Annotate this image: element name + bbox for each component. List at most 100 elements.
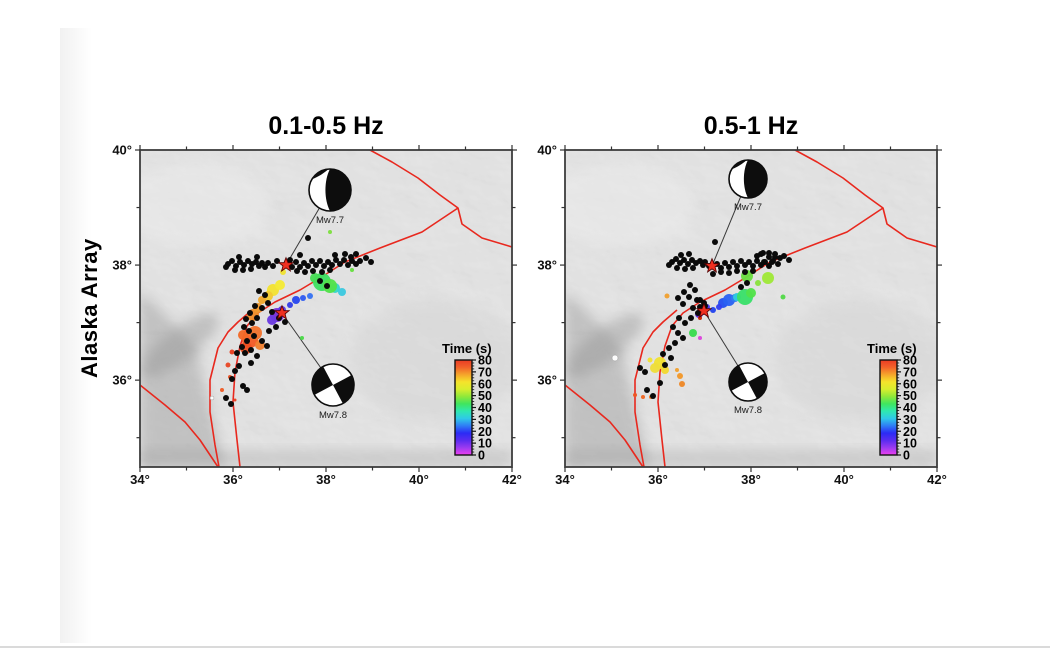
radiator-dot (689, 329, 697, 337)
aftershock-dot (259, 338, 265, 344)
aftershock-dot (363, 255, 369, 261)
aftershock-dot (746, 259, 752, 265)
aftershock-dot (686, 251, 692, 257)
aftershock-dot (264, 343, 270, 349)
x-tick-label: 36° (223, 472, 243, 487)
epicenter-star (277, 256, 295, 272)
y-tick-label: 38° (537, 258, 557, 273)
radiator-dot (292, 296, 300, 304)
radiator-dot (716, 304, 722, 310)
radiator-dot (675, 368, 679, 372)
array-row-label: Alaska Array (77, 238, 102, 379)
aftershock-dot (332, 252, 338, 258)
aftershock-dot (229, 376, 235, 382)
aftershock-dot (289, 264, 295, 270)
aftershock-dot (694, 297, 700, 303)
beachball-quadrant (312, 366, 333, 395)
radiator-dot (307, 293, 313, 299)
radiator-dot (338, 288, 346, 296)
aftershock-dot (265, 300, 271, 306)
aftershock-dot (742, 269, 748, 275)
aftershock-dot (681, 257, 687, 263)
aftershock-dot (690, 305, 696, 311)
aftershock-dot (256, 288, 262, 294)
aftershock-dot (650, 393, 656, 399)
aftershock-dots (223, 235, 374, 407)
aftershock-dot (660, 351, 666, 357)
colorbar-tick-label: 30 (478, 413, 492, 427)
radiator-dot (641, 395, 645, 399)
radiator-dot (679, 381, 685, 387)
aftershock-dot (368, 259, 374, 265)
panel-title-low-freq: 0.1-0.5 Hz (268, 112, 384, 140)
aftershock-dot (750, 263, 756, 269)
colorbar-tick-label: 50 (478, 389, 492, 403)
aftershock-dot (657, 380, 663, 386)
aftershock-dot (722, 260, 728, 266)
radiator-dot (661, 366, 669, 374)
fault-line (565, 384, 644, 467)
aftershock-dot (254, 353, 260, 359)
aftershock-dot (766, 254, 772, 260)
colorbar-tick-label: 50 (903, 389, 917, 403)
radiator-dot (650, 363, 660, 373)
map-svg: Mw7.7 Mw7.8 34° 36° 38° 40° 42° 40° 38° 36° Time (… (537, 143, 947, 488)
colorbar-tick-label: 40 (478, 401, 492, 415)
aftershock-dots (637, 239, 792, 399)
aftershock-dot (244, 387, 250, 393)
aftershock-dot (321, 263, 327, 269)
radiator-dot (611, 354, 619, 362)
colorbar-tick-label: 10 (903, 437, 917, 451)
colorbar-tick-label: 0 (903, 449, 910, 463)
aftershock-dot (345, 262, 351, 268)
aftershock-dot (682, 266, 688, 272)
colorbar-title: Time (s) (867, 341, 917, 356)
aftershock-dot (730, 259, 736, 265)
aftershock-dot (680, 335, 686, 341)
aftershock-dot (682, 320, 688, 326)
aftershock-dot (236, 363, 242, 369)
aftershock-dot (317, 278, 323, 284)
aftershock-dot (313, 262, 319, 268)
radiator-dot (633, 393, 637, 397)
aftershock-dot (666, 345, 672, 351)
colorbar-tick-label: 80 (478, 354, 492, 368)
focal-mechanism-beachball (311, 363, 355, 407)
aftershock-dot (247, 310, 253, 316)
aftershock-dot (241, 262, 247, 268)
aftershock-dot (254, 315, 260, 321)
aftershock-dot (726, 264, 732, 270)
beachball-label: Mw7.7 (734, 202, 762, 213)
aftershock-dot (750, 268, 756, 274)
aftershock-dot (666, 262, 672, 268)
colorbar-tick-label: 60 (903, 377, 917, 391)
fault-lines (140, 150, 512, 467)
radiator-dot (220, 388, 224, 392)
aftershock-dot (251, 333, 257, 339)
aftershock-dot (670, 324, 676, 330)
aftershock-dot (240, 383, 246, 389)
fault-line (634, 309, 678, 467)
aftershock-dot (293, 259, 299, 265)
focal-mechanism-beachball (308, 168, 352, 212)
aftershock-dot (305, 235, 311, 241)
radiator-dot (698, 336, 702, 340)
aftershock-dot (676, 315, 682, 321)
colorbar-tick-label: 80 (903, 354, 917, 368)
radiator-dot (300, 336, 304, 340)
aftershock-dot (718, 269, 724, 275)
terrain-dark-wedge (565, 290, 650, 467)
aftershock-dot (738, 258, 744, 264)
axis-ticks (135, 145, 517, 472)
aftershock-dot (337, 261, 343, 267)
aftershock-dot (294, 268, 300, 274)
aftershock-dot (695, 310, 701, 316)
aftershock-dot (342, 251, 348, 257)
terrain-flat-plain (350, 298, 512, 422)
aftershock-dot (329, 262, 335, 268)
beachball-quadrant (729, 365, 748, 391)
aftershock-dot (232, 368, 238, 374)
x-tick-label: 40° (834, 472, 854, 487)
aftershock-dot (662, 362, 668, 368)
